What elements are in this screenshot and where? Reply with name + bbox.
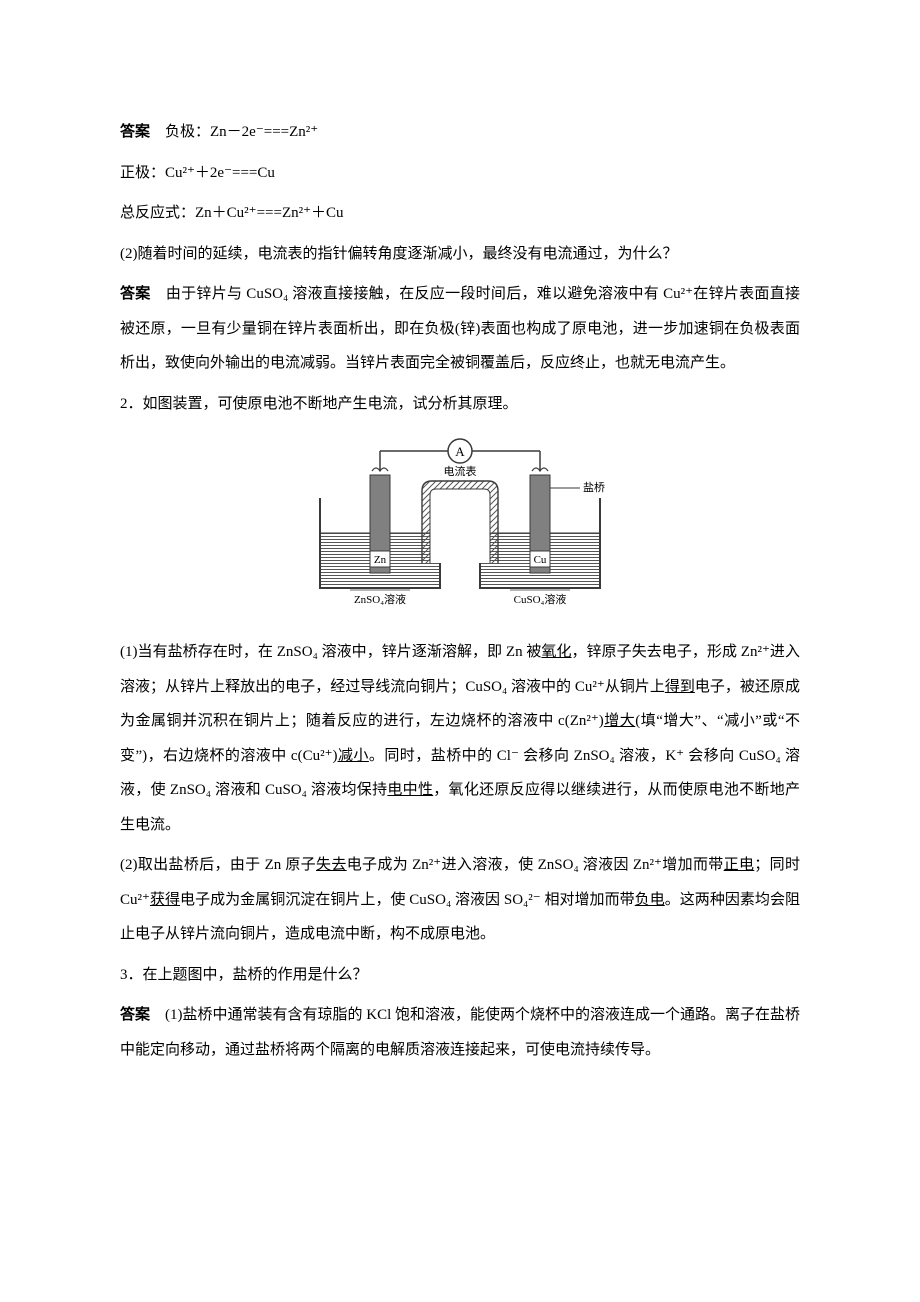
galvanic-cell-diagram: A 电流表 Zn ZnSO₄溶液 Cu CuSO₄溶液 <box>120 433 800 617</box>
blank-neg: 负电 <box>635 892 665 908</box>
cuso4-label: CuSO₄溶液 <box>514 592 567 606</box>
zn-label: Zn <box>374 554 387 566</box>
explain-2: (2)取出盐桥后，由于 Zn 原子失去电子成为 Zn²⁺进入溶液，使 ZnSO₄… <box>120 848 800 952</box>
blank-increase: 增大 <box>604 713 635 729</box>
answer-label: 答案 <box>120 286 151 302</box>
blank-lose: 失去 <box>316 857 347 873</box>
overall-eq: 总反应式：Zn＋Cu²⁺===Zn²⁺＋Cu <box>120 196 800 231</box>
salt-bridge-label: 盐桥 <box>583 481 605 494</box>
explain-1: (1)当有盐桥存在时，在 ZnSO₄ 溶液中，锌片逐渐溶解，即 Zn 被氧化，锌… <box>120 635 800 842</box>
answer-line-neg: 答案 负极：Zn－2e⁻===Zn²⁺ <box>120 115 800 150</box>
answer-2: 答案 由于锌片与 CuSO₄ 溶液直接接触，在反应一段时间后，难以避免溶液中有 … <box>120 277 800 381</box>
question-2: (2)随着时间的延续，电流表的指针偏转角度逐渐减小，最终没有电流通过，为什么？ <box>120 237 800 272</box>
neg-electrode-eq: 负极：Zn－2e⁻===Zn²⁺ <box>150 124 318 140</box>
ammeter-caption: 电流表 <box>444 464 477 478</box>
answer-label: 答案 <box>120 1007 150 1023</box>
diagram-svg: A 电流表 Zn ZnSO₄溶液 Cu CuSO₄溶液 <box>310 433 610 613</box>
answer-salt-bridge-text: (1)盐桥中通常装有含有琼脂的 KCl 饱和溶液，能使两个烧杯中的溶液连成一个通… <box>120 1007 800 1058</box>
blank-decrease: 减小 <box>338 748 369 764</box>
document-page: 答案 负极：Zn－2e⁻===Zn²⁺ 正极：Cu²⁺＋2e⁻===Cu 总反应… <box>0 0 920 1302</box>
pos-electrode-eq: 正极：Cu²⁺＋2e⁻===Cu <box>120 156 800 191</box>
answer-salt-bridge: 答案 (1)盐桥中通常装有含有琼脂的 KCl 饱和溶液，能使两个烧杯中的溶液连成… <box>120 998 800 1067</box>
cu-label: Cu <box>534 554 547 566</box>
blank-oxidize: 氧化 <box>541 644 571 660</box>
blank-pos: 正电 <box>724 857 755 873</box>
blank-neutral: 电中性 <box>387 782 433 798</box>
answer-label: 答案 <box>120 124 150 140</box>
question-3-intro: 2．如图装置，可使原电池不断地产生电流，试分析其原理。 <box>120 387 800 422</box>
blank-gain: 获得 <box>150 892 180 908</box>
blank-get: 得到 <box>665 679 695 695</box>
ammeter-label: A <box>455 444 465 459</box>
answer-2-text: 由于锌片与 CuSO₄ 溶液直接接触，在反应一段时间后，难以避免溶液中有 Cu²… <box>120 286 800 371</box>
question-salt-bridge: 3．在上题图中，盐桥的作用是什么？ <box>120 958 800 993</box>
znso4-label: ZnSO₄溶液 <box>354 592 406 606</box>
